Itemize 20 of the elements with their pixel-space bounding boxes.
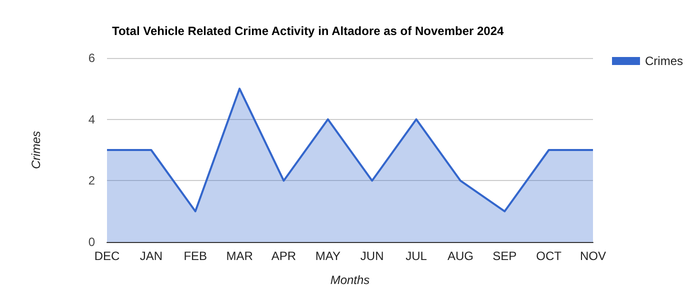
- x-tick-label: FEB: [184, 249, 208, 263]
- x-tick-label: JUL: [406, 249, 428, 263]
- x-tick-label: SEP: [492, 249, 517, 263]
- x-tick-label: OCT: [536, 249, 562, 263]
- legend-label: Crimes: [645, 54, 683, 68]
- x-tick-label: DEC: [94, 249, 120, 263]
- x-tick-label: MAY: [315, 249, 340, 263]
- x-tick-label: MAR: [226, 249, 254, 263]
- x-axis-title: Months: [330, 273, 370, 287]
- y-tick-label: 0: [88, 235, 96, 249]
- x-tick-label: NOV: [580, 249, 606, 263]
- y-axis-title: Crimes: [29, 131, 43, 169]
- x-tick-label: JUN: [360, 249, 384, 263]
- x-tick-label: APR: [271, 249, 296, 263]
- y-tick-label: 2: [88, 174, 96, 188]
- y-tick-label: 4: [88, 112, 96, 126]
- x-tick-label: JAN: [140, 249, 163, 263]
- x-tick-label: AUG: [447, 249, 474, 263]
- chart-title: Total Vehicle Related Crime Activity in Altadore as of November 2024: [112, 24, 504, 38]
- y-tick-label: 6: [88, 51, 96, 65]
